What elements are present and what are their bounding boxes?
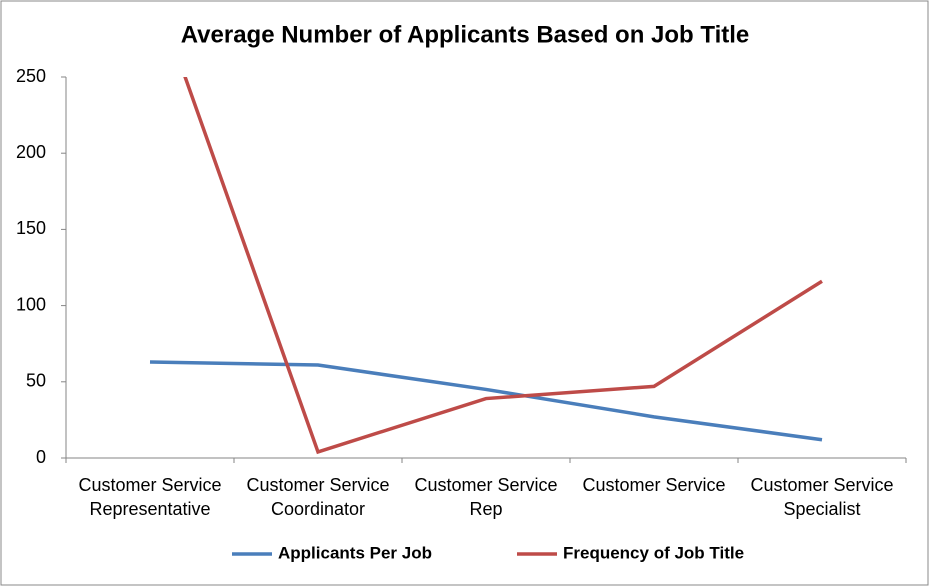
y-tick-label: 200 bbox=[16, 142, 46, 162]
chart-title: Average Number of Applicants Based on Jo… bbox=[181, 21, 750, 48]
plot-area bbox=[149, 77, 823, 455]
x-tick-label: Customer Service Rep bbox=[414, 475, 558, 519]
x-tick-label: Customer Service Specialist bbox=[750, 475, 894, 519]
series-line bbox=[149, 360, 823, 442]
y-tick-label: 50 bbox=[26, 371, 46, 391]
legend-label: Applicants Per Job bbox=[278, 543, 432, 562]
legend-label: Frequency of Job Title bbox=[563, 543, 744, 562]
y-tick-label: 250 bbox=[16, 66, 46, 86]
x-tick-label: Customer Service Coordinator bbox=[246, 475, 390, 519]
series-line bbox=[183, 77, 823, 455]
y-tick-label: 100 bbox=[16, 294, 46, 314]
x-tick-label: Customer Service bbox=[582, 475, 726, 495]
y-tick-label: 150 bbox=[16, 218, 46, 238]
x-tick-label: Customer Service Representative bbox=[78, 475, 222, 519]
y-tick-label: 0 bbox=[36, 447, 46, 467]
